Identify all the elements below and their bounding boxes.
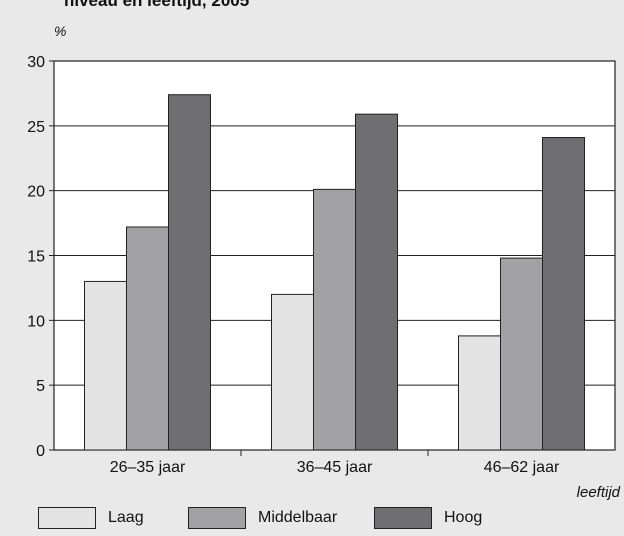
bar-middelbaar-26-35-jaar <box>126 226 169 451</box>
bar-laag-26-35-jaar <box>84 280 127 451</box>
y-tick-label-25: 25 <box>27 119 45 136</box>
legend-item-laag: Laag <box>38 506 144 530</box>
legend-label-laag: Laag <box>108 509 144 526</box>
bar-hoog-26-35-jaar <box>168 94 211 451</box>
x-tick-label-26-35-jaar: 26–35 jaar <box>110 459 186 476</box>
x-axis-label: leeftijd <box>577 484 621 501</box>
x-tick-label-46-62-jaar: 46–62 jaar <box>484 459 560 476</box>
legend-item-hoog: Hoog <box>374 506 482 530</box>
legend-swatch-laag <box>38 507 96 529</box>
bar-middelbaar-46-62-jaar <box>500 257 543 451</box>
legend-swatch-middelbaar <box>188 507 246 529</box>
y-tick-label-5: 5 <box>36 378 45 395</box>
bar-laag-36-45-jaar <box>271 293 314 451</box>
bar-laag-46-62-jaar <box>458 335 501 451</box>
legend-swatch-hoog <box>374 507 432 529</box>
y-tick-label-10: 10 <box>27 313 45 330</box>
legend-label-hoog: Hoog <box>444 509 483 526</box>
legend-label-middelbaar: Middelbaar <box>258 509 338 526</box>
y-axis-label: % <box>54 23 66 39</box>
chart-title: niveau en leeftijd, 2005 <box>64 0 250 10</box>
y-tick-label-30: 30 <box>27 54 45 71</box>
x-tick-label-36-45-jaar: 36–45 jaar <box>297 459 373 476</box>
bar-middelbaar-36-45-jaar <box>313 188 356 451</box>
bar-hoog-46-62-jaar <box>542 137 585 451</box>
y-tick-label-15: 15 <box>27 249 45 266</box>
bar-hoog-36-45-jaar <box>355 113 398 451</box>
legend-item-middelbaar: Middelbaar <box>188 506 337 530</box>
y-tick-label-20: 20 <box>27 184 45 201</box>
y-tick-label-0: 0 <box>36 443 45 460</box>
